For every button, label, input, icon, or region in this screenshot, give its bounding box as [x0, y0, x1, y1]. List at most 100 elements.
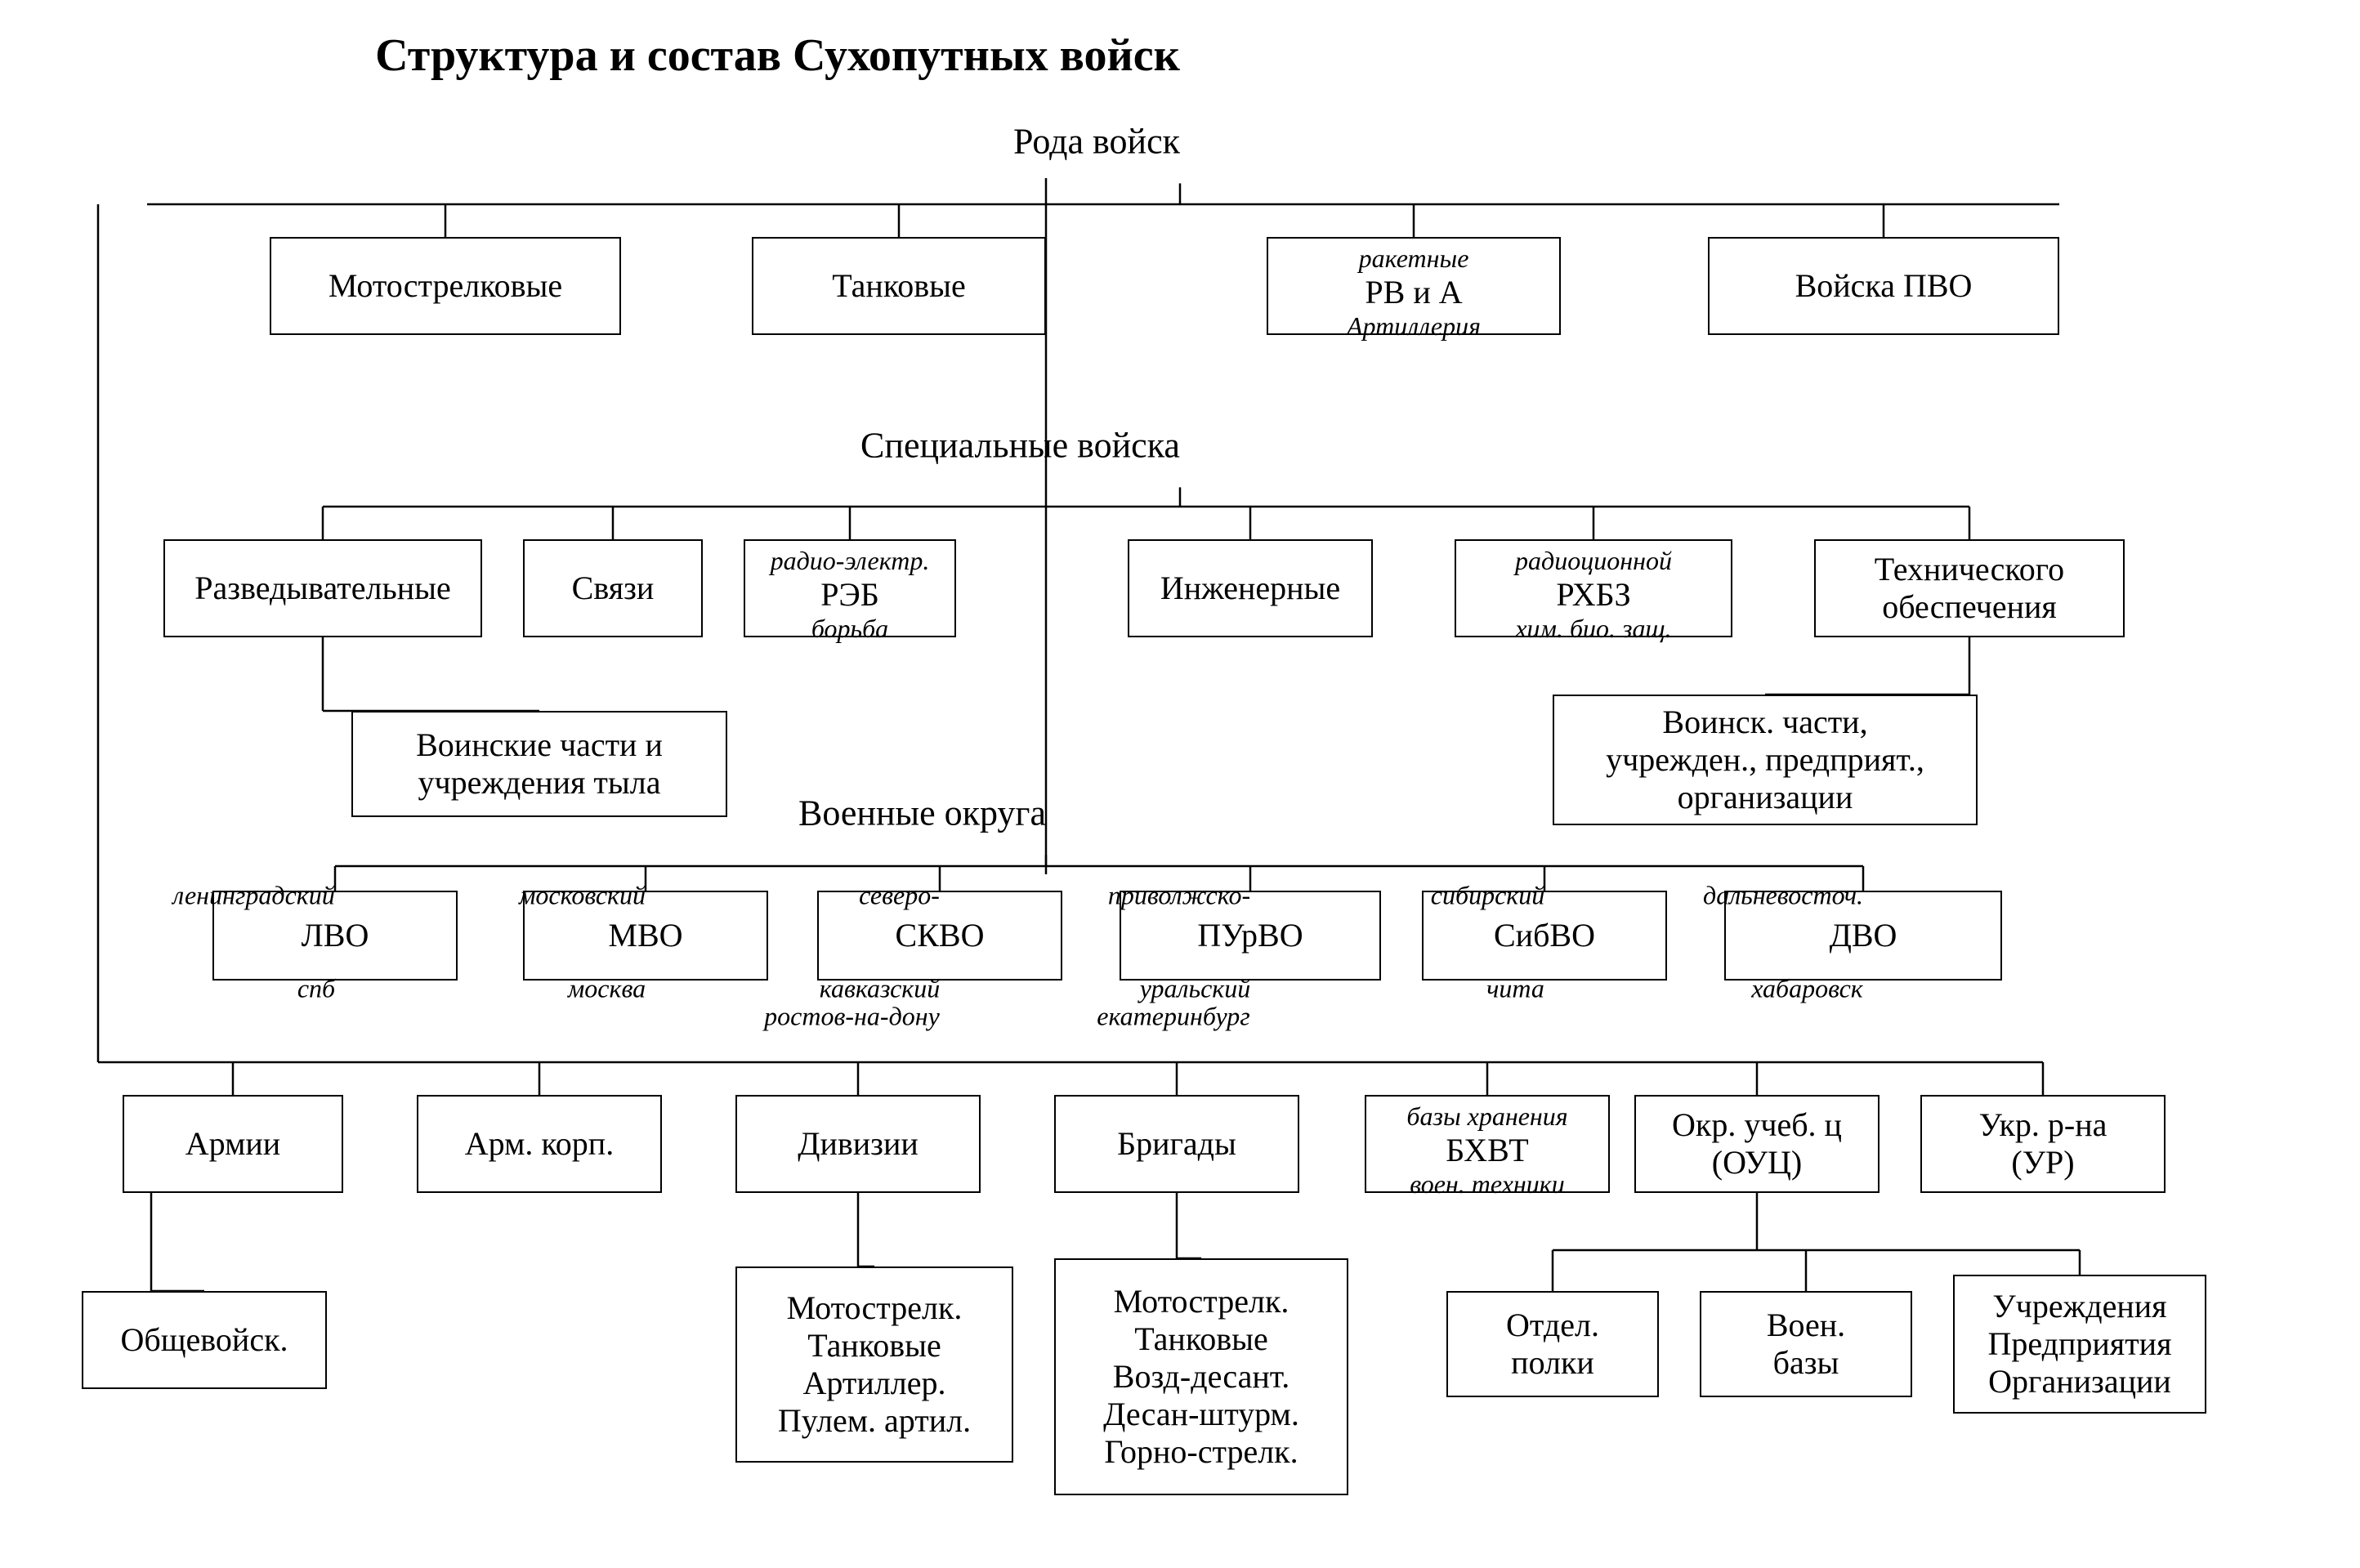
node-label-b_4: Отдел.	[1506, 1307, 1599, 1344]
node-label-spec_4: Инженерные	[1160, 570, 1340, 607]
node-label-roda_1: Мотострелковые	[329, 267, 562, 305]
node-label-spec_1: Разведывательные	[194, 570, 450, 607]
node-label-b_2-3: Пулем. артил.	[778, 1402, 971, 1440]
node-label-b_4-1: полки	[1511, 1344, 1594, 1382]
node-label-u_3: Дивизии	[798, 1125, 919, 1163]
node-label-b_2: Мотострелк.	[787, 1289, 963, 1327]
node-label-u_6-1: (ОУЦ)	[1712, 1144, 1803, 1182]
node-label-b_3: Мотострелк.	[1114, 1283, 1290, 1320]
node-label-u_7: Укр. р-на	[1979, 1106, 2107, 1144]
node-u_2: Арм. корп.	[417, 1095, 662, 1193]
node-label-b_5-1: базы	[1773, 1344, 1839, 1382]
node-label-b_3-2: Возд-десант.	[1113, 1358, 1290, 1396]
node-label-b_3-4: Горно-стрелк.	[1104, 1433, 1298, 1471]
node-ok_3: СКВО	[817, 891, 1062, 981]
node-u_5: базы храненияБХВТвоен. техники	[1365, 1095, 1610, 1193]
handnote-above-ok_2: московский	[519, 880, 646, 910]
handnote-below-ok_2: москва	[568, 973, 646, 1003]
node-roda_1: Мотострелковые	[270, 237, 621, 335]
node-label-u_7-1: (УР)	[2011, 1144, 2074, 1182]
handnote-below-ok_3: кавказский	[820, 973, 940, 1003]
section-roda: Рода войск	[1013, 120, 1180, 162]
node-label-spec_b2-1: учрежден., предприят.,	[1606, 741, 1924, 779]
node-spec_1: Разведывательные	[163, 539, 482, 637]
page-title: Структура и состав Сухопутных войск	[375, 29, 1180, 82]
handnote-above-ok_3: северо-	[859, 880, 940, 910]
node-label-spec_2: Связи	[572, 570, 655, 607]
node-label-ok_2: МВО	[608, 917, 682, 954]
node-label-u_2: Арм. корп.	[465, 1125, 614, 1163]
handnote-below-ok_4: уральский	[1140, 973, 1250, 1003]
handnote-below-ok_5: чита	[1486, 973, 1544, 1003]
node-spec_6: Техническогообеспечения	[1814, 539, 2125, 637]
node-spec_4: Инженерные	[1128, 539, 1373, 637]
node-label-b_6-1: Предприятия	[1988, 1325, 2172, 1363]
node-u_6: Окр. учеб. ц(ОУЦ)	[1634, 1095, 1880, 1193]
node-u_7: Укр. р-на(УР)	[1920, 1095, 2166, 1193]
node-label-spec_b1-1: учреждения тыла	[418, 764, 661, 802]
node-spec_b1: Воинские части иучреждения тыла	[351, 711, 727, 817]
node-u_3: Дивизии	[735, 1095, 981, 1193]
node-label-u_4: Бригады	[1117, 1125, 1236, 1163]
node-label-b_3-1: Танковые	[1134, 1320, 1268, 1358]
handnote-above-ok_1: ленинградский	[172, 880, 335, 910]
node-label-u_5: БХВТ	[1446, 1132, 1528, 1169]
node-spec_5: радиоционнойРХБЗхим. био. защ.	[1455, 539, 1732, 637]
diagram-stage: Структура и состав Сухопутных войск Рода …	[0, 0, 2360, 1568]
node-b_1: Общевойск.	[82, 1291, 327, 1389]
node-b_6: УчрежденияПредприятияОрганизации	[1953, 1275, 2206, 1414]
node-roda_4: Войска ПВО	[1708, 237, 2059, 335]
node-label-b_6: Учреждения	[1992, 1288, 2166, 1325]
node-b_5: Воен.базы	[1700, 1291, 1912, 1397]
handnote-below-spec_5: хим. био. защ.	[1515, 614, 1671, 644]
node-u_1: Армии	[123, 1095, 343, 1193]
node-roda_3: ракетныеРВ и ААртиллерия	[1267, 237, 1561, 335]
handnote-below-ok_4-1: екатеринбург	[1097, 1001, 1250, 1031]
section-okruga: Военные округа	[798, 792, 1046, 833]
node-label-spec_6: Технического	[1875, 551, 2064, 588]
handnote-below-roda_3: Артиллерия	[1347, 311, 1481, 342]
node-spec_b2: Воинск. части,учрежден., предприят.,орга…	[1553, 695, 1978, 825]
node-label-spec_b1: Воинские части и	[416, 726, 663, 764]
node-label-roda_2: Танковые	[832, 267, 966, 305]
node-label-roda_4: Войска ПВО	[1795, 267, 1973, 305]
handnote-below-ok_3-1: ростов-на-дону	[764, 1001, 940, 1031]
handnote-above-spec_5: радиоционной	[1515, 546, 1672, 576]
node-b_2: Мотострелк.ТанковыеАртиллер.Пулем. артил…	[735, 1266, 1013, 1463]
node-label-ok_1: ЛВО	[302, 917, 369, 954]
handnote-above-roda_3: ракетные	[1359, 243, 1469, 274]
node-roda_2: Танковые	[752, 237, 1046, 335]
node-u_4: Бригады	[1054, 1095, 1299, 1193]
node-label-b_6-2: Организации	[1988, 1363, 2171, 1400]
handnote-above-ok_6: дальневосточ.	[1703, 880, 1863, 910]
node-label-b_2-1: Танковые	[807, 1327, 941, 1365]
node-label-b_2-2: Артиллер.	[803, 1365, 946, 1402]
handnote-above-ok_5: сибирский	[1431, 880, 1544, 910]
handnote-below-ok_6: хабаровск	[1751, 973, 1863, 1003]
handnote-above-spec_3: радио-электр.	[771, 546, 930, 576]
node-label-u_6: Окр. учеб. ц	[1672, 1106, 1842, 1144]
node-label-ok_5: СибВО	[1494, 917, 1595, 954]
node-label-spec_3: РЭБ	[820, 576, 879, 614]
node-spec_3: радио-электр.РЭБборьба	[744, 539, 956, 637]
node-spec_2: Связи	[523, 539, 703, 637]
node-label-spec_b2-2: организации	[1678, 779, 1853, 816]
node-label-ok_6: ДВО	[1830, 917, 1897, 954]
handnote-above-ok_4: приволжско-	[1108, 880, 1250, 910]
node-label-b_5: Воен.	[1767, 1307, 1845, 1344]
node-label-b_3-3: Десан-штурм.	[1103, 1396, 1299, 1433]
node-label-spec_5: РХБЗ	[1556, 576, 1630, 614]
node-label-spec_b2: Воинск. части,	[1662, 704, 1867, 741]
node-label-roda_3: РВ и А	[1365, 274, 1462, 311]
handnote-below-u_5: воен. техники	[1410, 1169, 1564, 1199]
node-label-u_1: Армии	[185, 1125, 280, 1163]
handnote-above-u_5: базы хранения	[1406, 1101, 1567, 1132]
section-spec: Специальные войска	[860, 424, 1180, 466]
node-b_4: Отдел.полки	[1446, 1291, 1659, 1397]
handnote-below-spec_3: борьба	[811, 614, 888, 644]
handnote-below-ok_1: спб	[297, 973, 335, 1003]
node-b_3: Мотострелк.ТанковыеВозд-десант.Десан-шту…	[1054, 1258, 1348, 1495]
node-label-ok_3: СКВО	[896, 917, 985, 954]
node-label-ok_4: ПУрВО	[1197, 917, 1303, 954]
node-label-spec_6-1: обеспечения	[1882, 588, 2057, 626]
